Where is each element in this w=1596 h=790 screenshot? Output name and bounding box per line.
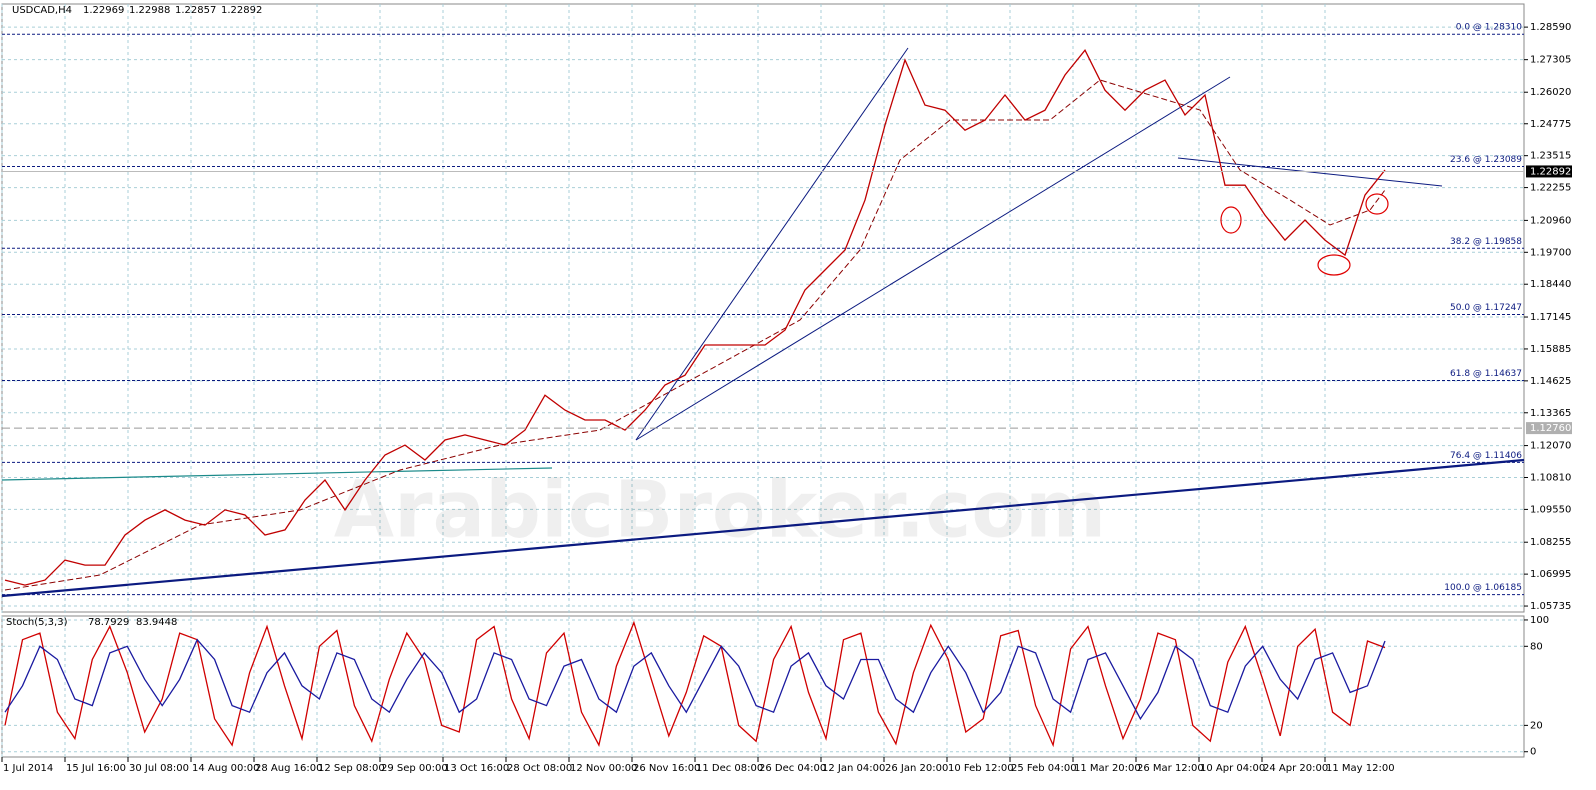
y-tick-label: 1.27305	[1530, 55, 1571, 66]
trend-line	[635, 47, 909, 441]
price-line	[4, 49, 1386, 586]
quote-value: 1.22988	[129, 5, 170, 16]
stoch-reading: 78.7929	[88, 617, 129, 628]
y-tick-label: 1.08255	[1530, 537, 1571, 548]
highlight-circle	[1365, 193, 1389, 215]
x-tick-label: 30 Jul 08:00	[129, 763, 189, 774]
main-panel	[1, 3, 1525, 613]
y-tick-label: 1.17145	[1530, 312, 1571, 323]
y-tick-label: 1.14625	[1530, 376, 1571, 387]
grid-layer	[1, 4, 1524, 757]
quote-value: 1.22892	[221, 5, 262, 16]
x-tick-label: 26 Jan 20:00	[885, 763, 948, 774]
x-tick-label: 24 Apr 20:00	[1263, 763, 1328, 774]
x-tick-label: 29 Sep 00:00	[381, 763, 448, 774]
y-tick-label: 1.09550	[1530, 504, 1571, 515]
fib-label: 76.4 @ 1.11406	[1450, 451, 1522, 461]
fib-label: 61.8 @ 1.14637	[1450, 369, 1522, 379]
y-tick-label: 1.22255	[1530, 183, 1571, 194]
fib-label: 100.0 @ 1.06185	[1444, 583, 1522, 593]
fib-label: 0.0 @ 1.28310	[1456, 23, 1523, 33]
y-tick-label: 1.23515	[1530, 151, 1571, 162]
y-tick-label: 1.19700	[1530, 247, 1571, 258]
y-tick-label: 1.10810	[1530, 472, 1571, 483]
y-tick-label: 20	[1530, 720, 1543, 731]
trend-line	[1177, 157, 1443, 187]
price-line	[4, 638, 1386, 721]
stoch-reading: 83.9448	[136, 617, 177, 628]
x-tick-label: 26 Dec 04:00	[759, 763, 826, 774]
y-tick-label: 1.24775	[1530, 119, 1571, 130]
y-tick-label: 1.15885	[1530, 344, 1571, 355]
stoch-panel	[1, 615, 1525, 758]
x-tick-label: 12 Jan 04:00	[822, 763, 885, 774]
y-tick-label: 80	[1530, 641, 1543, 652]
y-tick-label: 0	[1530, 747, 1536, 758]
highlight-circle	[1317, 254, 1351, 276]
y-tick-label: 1.12070	[1530, 441, 1571, 452]
x-tick-label: 14 Aug 00:00	[192, 763, 259, 774]
trend-line	[1, 458, 1525, 598]
x-tick-label: 28 Oct 08:00	[507, 763, 572, 774]
quote-value: 1.22857	[175, 5, 216, 16]
x-tick-label: 11 May 12:00	[1326, 763, 1395, 774]
y-tick-label: 1.20960	[1530, 215, 1571, 226]
x-tick-label: 1 Jul 2014	[3, 763, 53, 774]
stoch-title: Stoch(5,3,3)	[6, 617, 68, 628]
x-tick-label: 11 Mar 20:00	[1074, 763, 1141, 774]
fib-label: 23.6 @ 1.23089	[1450, 155, 1522, 165]
symbol-title: USDCAD,H4	[12, 5, 72, 16]
x-tick-label: 12 Nov 00:00	[570, 763, 637, 774]
moving-average	[4, 79, 1386, 591]
marker-label: 1.12760	[1530, 423, 1571, 434]
highlight-circle	[1220, 206, 1242, 234]
y-tick-label: 1.06995	[1530, 569, 1571, 580]
x-tick-label: 25 Feb 04:00	[1011, 763, 1077, 774]
x-tick-label: 11 Dec 08:00	[696, 763, 763, 774]
y-tick-label: 1.13365	[1530, 408, 1571, 419]
x-tick-label: 26 Mar 12:00	[1137, 763, 1204, 774]
x-tick-label: 15 Jul 16:00	[66, 763, 126, 774]
y-tick-label: 100	[1530, 615, 1549, 626]
fib-label: 50.0 @ 1.17247	[1450, 303, 1522, 313]
watermark: ArabicBroker.com	[334, 465, 1107, 555]
x-tick-label: 28 Aug 16:00	[255, 763, 322, 774]
x-tick-label: 26 Nov 16:00	[633, 763, 700, 774]
y-tick-label: 1.28590	[1530, 22, 1571, 33]
price-line	[4, 620, 1386, 748]
trend-line	[1, 467, 553, 481]
last-price-label: 1.22892	[1530, 166, 1571, 177]
x-tick-label: 10 Feb 12:00	[948, 763, 1014, 774]
trend-line	[635, 76, 1231, 441]
quote-value: 1.22969	[83, 5, 124, 16]
marker-box	[1526, 422, 1572, 435]
y-tick-label: 1.26020	[1530, 87, 1571, 98]
last-price-box	[1526, 165, 1572, 178]
x-tick-label: 12 Sep 08:00	[318, 763, 385, 774]
y-tick-label: 1.05735	[1530, 601, 1571, 612]
fib-label: 38.2 @ 1.19858	[1450, 237, 1522, 247]
x-tick-label: 10 Apr 04:00	[1200, 763, 1265, 774]
annotations	[1, 47, 1525, 598]
y-tick-label: 1.18440	[1530, 279, 1571, 290]
x-tick-label: 13 Oct 16:00	[444, 763, 509, 774]
